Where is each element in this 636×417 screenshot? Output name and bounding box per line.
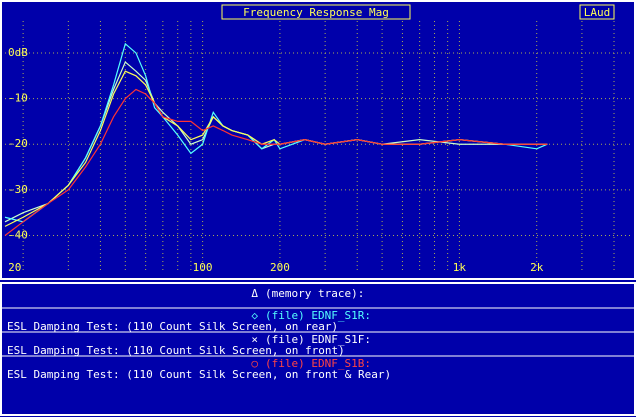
chart-title: Frequency Response Mag xyxy=(243,6,389,19)
x-tick-label: 100 xyxy=(193,261,213,274)
x-tick-label: 20 xyxy=(8,261,21,274)
y-tick-label: 0dB xyxy=(8,46,28,59)
legend-name: (memory trace): xyxy=(265,287,364,300)
x-tick-label: 1k xyxy=(453,261,467,274)
app-label: LAud xyxy=(584,6,611,19)
y-tick-label: -30 xyxy=(8,183,28,196)
legend-symbol: Δ xyxy=(251,287,258,300)
legend-symbol: ○ xyxy=(251,357,258,370)
legend-description: ESL Damping Test: (110 Count Silk Screen… xyxy=(7,320,338,333)
y-tick-label: -20 xyxy=(8,137,28,150)
legend: Δ (memory trace):◇ (file) EDNF_S1R:ESL Dam… xyxy=(2,287,634,381)
y-tick-label: -40 xyxy=(8,228,28,241)
app-label-box xyxy=(579,4,615,20)
x-tick-label: 2k xyxy=(530,261,544,274)
legend-description: ESL Damping Test: (110 Count Silk Screen… xyxy=(7,344,345,357)
legend-name: (file) EDNF_S1B: xyxy=(265,357,371,370)
legend-description: ESL Damping Test: (110 Count Silk Screen… xyxy=(7,368,391,381)
y-tick-label: -10 xyxy=(8,92,28,105)
legend-symbol: × xyxy=(251,333,258,346)
traces xyxy=(4,42,548,236)
trace xyxy=(4,88,548,236)
legend-panel xyxy=(0,282,636,416)
legend-name: (file) EDNF_S1F: xyxy=(265,333,371,346)
legend-symbol: ◇ xyxy=(251,309,258,322)
legend-name: (file) EDNF_S1R: xyxy=(265,309,371,322)
title-box xyxy=(221,4,411,20)
x-tick-label: 200 xyxy=(270,261,290,274)
plot-panel xyxy=(0,0,636,280)
